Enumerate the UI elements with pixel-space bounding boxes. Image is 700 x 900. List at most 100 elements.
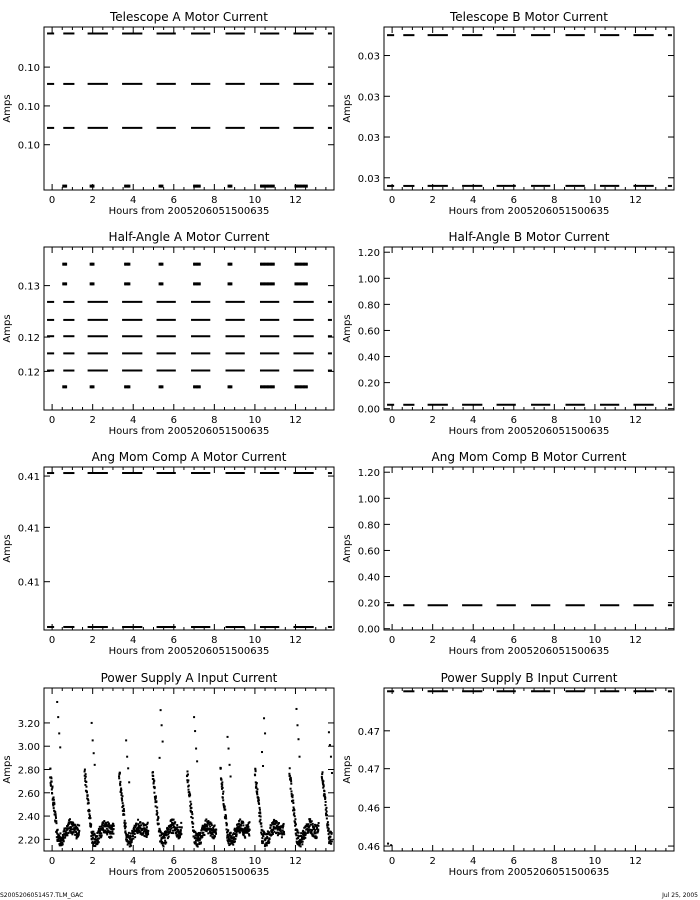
data-point (208, 830, 211, 833)
data-point (291, 794, 294, 797)
data-point (70, 828, 73, 831)
data-point (58, 844, 61, 847)
data-point (138, 824, 141, 827)
data-point (294, 822, 297, 825)
data-point (290, 780, 293, 783)
data-point (137, 828, 140, 831)
data-point (139, 821, 142, 824)
data-point (304, 833, 307, 836)
data-point (268, 841, 271, 844)
data-point (265, 385, 268, 389)
data-point (171, 829, 174, 832)
data-point (225, 821, 228, 824)
data-point (267, 839, 270, 842)
data-point (242, 833, 245, 836)
data-point (258, 802, 261, 805)
data-point (161, 262, 164, 266)
data-point (313, 831, 316, 834)
x-tick-label: 10 (249, 415, 262, 426)
data-point (281, 829, 284, 832)
data-point (84, 775, 87, 778)
data-point (192, 829, 195, 832)
data-point (208, 823, 211, 826)
data-point (271, 831, 274, 834)
data-point (162, 841, 165, 844)
data-point (302, 184, 305, 188)
data-point (120, 797, 123, 800)
data-point (271, 833, 274, 836)
data-point (86, 794, 89, 797)
data-point (62, 282, 65, 286)
data-point (63, 262, 66, 266)
data-point (152, 775, 155, 778)
x-tick-label: 12 (289, 195, 302, 206)
data-point (118, 773, 121, 776)
data-point (326, 821, 329, 824)
chart-panel-8: Power Supply B Input Current 0 2 4 6 8 10 12 0.4… (342, 671, 675, 878)
data-point (146, 833, 149, 836)
x-tick-label: 0 (389, 195, 395, 206)
data-point (199, 841, 202, 844)
data-point (61, 839, 64, 842)
data-point (263, 845, 266, 848)
data-point (194, 841, 197, 844)
data-point (198, 838, 201, 841)
x-tick-label: 8 (211, 635, 217, 646)
y-tick-label: 0.47 (358, 765, 380, 776)
data-point (90, 835, 93, 838)
data-point (177, 834, 180, 837)
x-tick-label: 8 (551, 635, 557, 646)
data-point (161, 836, 164, 839)
data-point (271, 385, 274, 389)
data-point (153, 786, 156, 789)
x-tick-label: 12 (289, 415, 302, 426)
data-point (97, 841, 100, 844)
data-point (306, 823, 309, 826)
data-point (197, 282, 200, 286)
data-point (246, 828, 249, 831)
data-point (128, 837, 131, 840)
data-point (230, 385, 233, 389)
data-point (126, 833, 129, 836)
data-point (78, 829, 81, 832)
data-point (85, 785, 88, 788)
data-point (194, 839, 197, 842)
x-tick-label: 12 (629, 635, 642, 646)
data-point (207, 832, 210, 835)
data-point (324, 796, 327, 799)
data-point (52, 798, 55, 801)
data-point (101, 823, 104, 826)
x-tick-label: 10 (249, 635, 262, 646)
data-point (54, 813, 57, 816)
data-point (130, 841, 133, 844)
data-point (235, 833, 238, 836)
data-point (66, 827, 69, 830)
data-point (153, 791, 156, 794)
data-point (97, 827, 100, 830)
y-tick-label: 3.20 (18, 719, 40, 730)
y-tick-label: 0.20 (358, 599, 380, 610)
data-point (308, 825, 311, 828)
data-point (199, 833, 202, 836)
data-point (159, 840, 162, 843)
x-tick-label: 4 (470, 195, 476, 206)
data-point (246, 825, 249, 828)
data-point (199, 842, 202, 845)
data-point (198, 385, 201, 389)
data-point (63, 827, 66, 830)
data-point (228, 834, 231, 837)
data-point (161, 740, 164, 743)
data-point (313, 823, 316, 826)
data-point (128, 781, 131, 784)
y-tick-label: 0.60 (358, 326, 380, 337)
data-point (302, 832, 305, 835)
data-point (94, 840, 97, 843)
data-point (196, 838, 199, 841)
data-point (87, 798, 90, 801)
plot-frame (43, 26, 335, 191)
data-point (155, 813, 158, 816)
data-point (268, 262, 271, 266)
data-point (124, 282, 127, 286)
data-point (195, 834, 198, 837)
data-point (145, 835, 148, 838)
